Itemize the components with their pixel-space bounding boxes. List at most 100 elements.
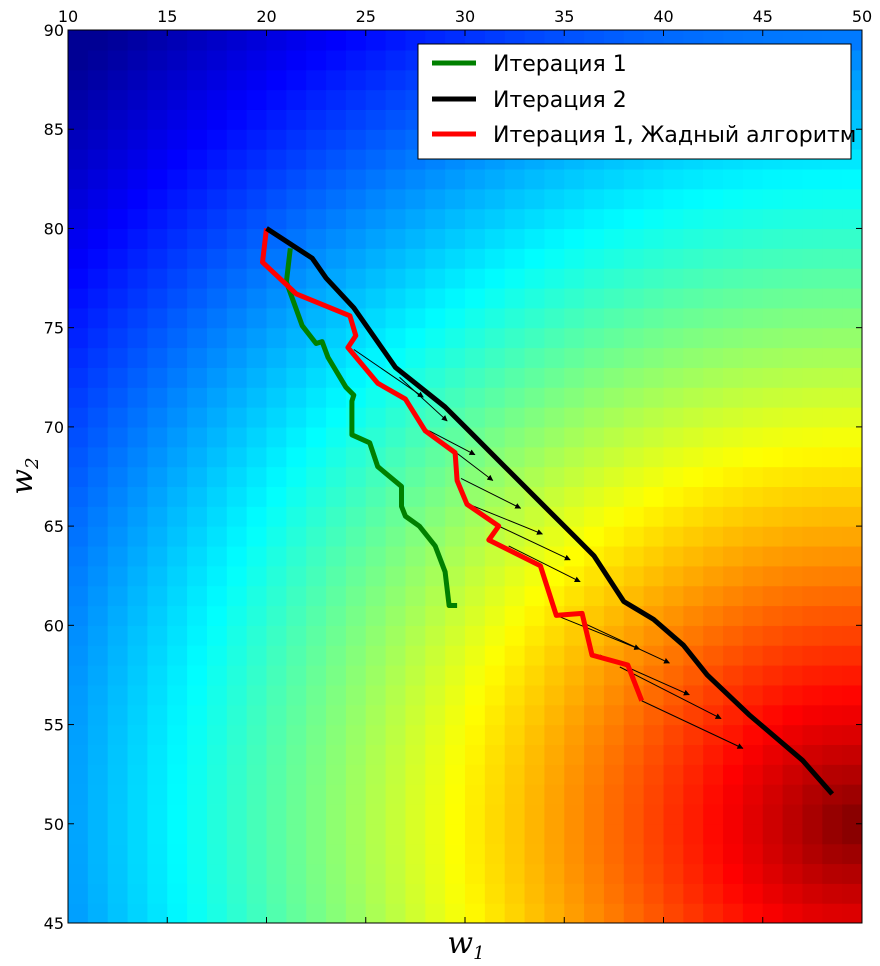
heatmap-cell	[87, 585, 109, 607]
heatmap-cell	[405, 486, 426, 507]
heatmap-cell	[326, 585, 347, 607]
heatmap-cell	[524, 843, 545, 865]
heatmap-cell	[703, 645, 724, 666]
heatmap-cell	[425, 764, 446, 785]
heatmap-cell	[286, 784, 307, 805]
heatmap-cell	[842, 307, 862, 329]
heatmap-cell	[742, 684, 764, 706]
heatmap-cell	[723, 605, 744, 626]
heatmap-cell	[365, 149, 387, 170]
heatmap-cell	[266, 645, 287, 666]
heatmap-cell	[723, 545, 744, 567]
heatmap-cell	[127, 843, 148, 865]
heatmap-cell	[385, 228, 407, 249]
heatmap-cell	[465, 168, 486, 190]
heatmap-cell	[425, 208, 446, 230]
heatmap-cell	[266, 486, 287, 507]
heatmap-cell	[385, 69, 407, 91]
heatmap-cell	[306, 803, 327, 825]
heatmap-cell	[842, 168, 862, 190]
heatmap-cell	[326, 466, 347, 488]
heatmap-cell	[782, 704, 804, 726]
heatmap-cell	[465, 883, 486, 904]
heatmap-cell	[584, 347, 605, 368]
heatmap-cell	[802, 903, 823, 923]
heatmap-cell	[762, 307, 784, 329]
heatmap-cell	[306, 446, 327, 468]
x-tick-label: 45	[753, 7, 773, 26]
heatmap-cell	[465, 625, 486, 646]
heatmap-cell	[286, 903, 307, 923]
heatmap-cell	[484, 387, 506, 408]
heatmap-cell	[68, 903, 89, 923]
heatmap-cell	[187, 486, 208, 507]
heatmap-cell	[683, 605, 704, 626]
heatmap-cell	[306, 188, 327, 210]
heatmap-cell	[425, 784, 446, 805]
heatmap-cell	[147, 724, 168, 745]
heatmap-cell	[226, 49, 248, 71]
heatmap-cell	[842, 327, 862, 349]
heatmap-cell	[683, 327, 704, 349]
heatmap-cell	[167, 803, 188, 825]
heatmap-cell	[822, 387, 843, 408]
heatmap-cell	[465, 764, 486, 785]
heatmap-cell	[643, 228, 665, 249]
heatmap-cell	[802, 545, 823, 567]
heatmap-cell	[822, 545, 843, 567]
heatmap-cell	[68, 605, 89, 626]
heatmap-cell	[286, 883, 307, 904]
heatmap-cell	[703, 625, 724, 646]
heatmap-cell	[246, 625, 268, 646]
heatmap-cell	[842, 545, 862, 567]
gradient-arrow	[641, 700, 744, 749]
heatmap-cell	[544, 784, 565, 805]
heatmap-cell	[762, 208, 784, 230]
heatmap-cell	[226, 387, 248, 408]
heatmap-cell	[742, 625, 764, 646]
heatmap-cell	[68, 89, 89, 110]
heatmap-cell	[127, 268, 148, 289]
heatmap-cell	[306, 129, 327, 150]
heatmap-cell	[544, 565, 565, 587]
heatmap-cell	[703, 188, 724, 210]
heatmap-cell	[326, 327, 347, 349]
heatmap-cell	[504, 645, 526, 666]
heatmap-cell	[306, 585, 327, 607]
heatmap-cell	[107, 863, 129, 884]
heatmap-cell	[742, 545, 764, 567]
heatmap-cell	[405, 248, 426, 269]
heatmap-cell	[584, 665, 605, 686]
heatmap-cell	[484, 545, 506, 567]
heatmap-cell	[107, 367, 129, 388]
heatmap-cell	[425, 903, 446, 923]
heatmap-cell	[187, 387, 208, 408]
heatmap-cell	[345, 89, 367, 110]
heatmap-cell	[723, 565, 744, 587]
heatmap-cell	[425, 704, 446, 726]
heatmap-cell	[465, 466, 486, 488]
heatmap-cell	[345, 823, 367, 845]
heatmap-cell	[524, 506, 545, 527]
heatmap-cell	[445, 188, 466, 210]
heatmap-cell	[306, 843, 327, 865]
heatmap-cell	[286, 863, 307, 884]
heatmap-cell	[465, 704, 486, 726]
heatmap-cell	[326, 863, 347, 884]
heatmap-cell	[762, 407, 784, 428]
heatmap-cell	[147, 208, 168, 230]
heatmap-cell	[842, 724, 862, 745]
heatmap-cell	[504, 784, 526, 805]
heatmap-cell	[603, 446, 625, 468]
heatmap-cell	[187, 208, 208, 230]
heatmap-cell	[564, 903, 585, 923]
heatmap-cell	[226, 863, 248, 884]
heatmap-cell	[504, 248, 526, 269]
heatmap-cell	[663, 248, 684, 269]
heatmap-cell	[484, 684, 506, 706]
heatmap-cell	[544, 823, 565, 845]
heatmap-cell	[484, 268, 506, 289]
heatmap-cell	[584, 268, 605, 289]
heatmap-cell	[504, 764, 526, 785]
heatmap-cell	[246, 109, 268, 130]
